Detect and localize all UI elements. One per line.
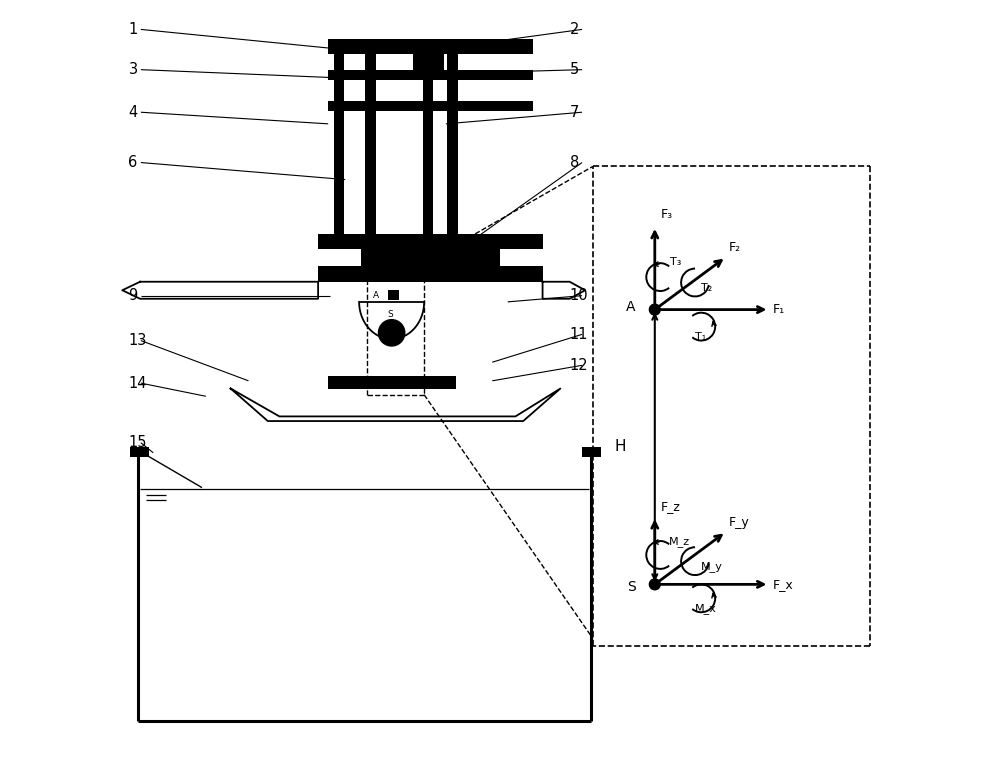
Text: 9: 9	[128, 288, 138, 303]
Bar	[423, 53, 433, 248]
Bar	[328, 376, 456, 389]
Bar	[328, 39, 533, 54]
Bar	[582, 447, 601, 457]
Bar	[334, 53, 344, 248]
Polygon shape	[543, 282, 585, 299]
Polygon shape	[359, 302, 424, 339]
Text: 1: 1	[128, 22, 138, 37]
Text: 4: 4	[128, 104, 138, 120]
Text: S: S	[627, 580, 635, 594]
Text: 14: 14	[128, 375, 147, 391]
Text: 13: 13	[128, 333, 147, 348]
Text: T₁: T₁	[695, 332, 706, 342]
Text: 3: 3	[128, 62, 138, 77]
Text: A: A	[626, 300, 635, 314]
Polygon shape	[231, 389, 560, 421]
Text: F_z: F_z	[661, 500, 681, 513]
Text: S: S	[387, 310, 393, 319]
Text: 5: 5	[570, 62, 579, 77]
Circle shape	[378, 320, 405, 346]
Circle shape	[649, 304, 660, 315]
Text: F_y: F_y	[729, 515, 750, 529]
Text: 10: 10	[570, 288, 588, 303]
Bar	[318, 234, 543, 249]
Bar	[413, 52, 444, 72]
Circle shape	[649, 579, 660, 590]
Text: H: H	[614, 440, 626, 454]
Bar	[328, 101, 533, 111]
Bar	[361, 248, 500, 267]
Bar	[388, 290, 399, 300]
Bar	[318, 266, 543, 282]
Bar	[365, 53, 376, 248]
Text: 15: 15	[128, 435, 147, 450]
Text: M_x: M_x	[695, 603, 717, 614]
Text: 2: 2	[570, 22, 579, 37]
Polygon shape	[122, 282, 318, 299]
Text: 8: 8	[570, 155, 579, 170]
Bar	[130, 447, 149, 457]
Text: F_x: F_x	[772, 578, 793, 591]
Text: F₁: F₁	[772, 303, 785, 316]
Text: 7: 7	[570, 104, 579, 120]
Text: F₂: F₂	[729, 241, 741, 254]
Text: 11: 11	[570, 327, 588, 342]
Text: F₃: F₃	[661, 207, 673, 221]
Text: 6: 6	[128, 155, 138, 170]
Text: M_z: M_z	[669, 536, 690, 547]
Bar	[447, 53, 458, 248]
Text: T₂: T₂	[701, 283, 712, 293]
Text: 12: 12	[570, 358, 588, 373]
Bar	[328, 70, 533, 80]
Text: A: A	[373, 291, 379, 300]
Text: T₃: T₃	[670, 257, 682, 267]
Text: M_y: M_y	[701, 561, 723, 572]
